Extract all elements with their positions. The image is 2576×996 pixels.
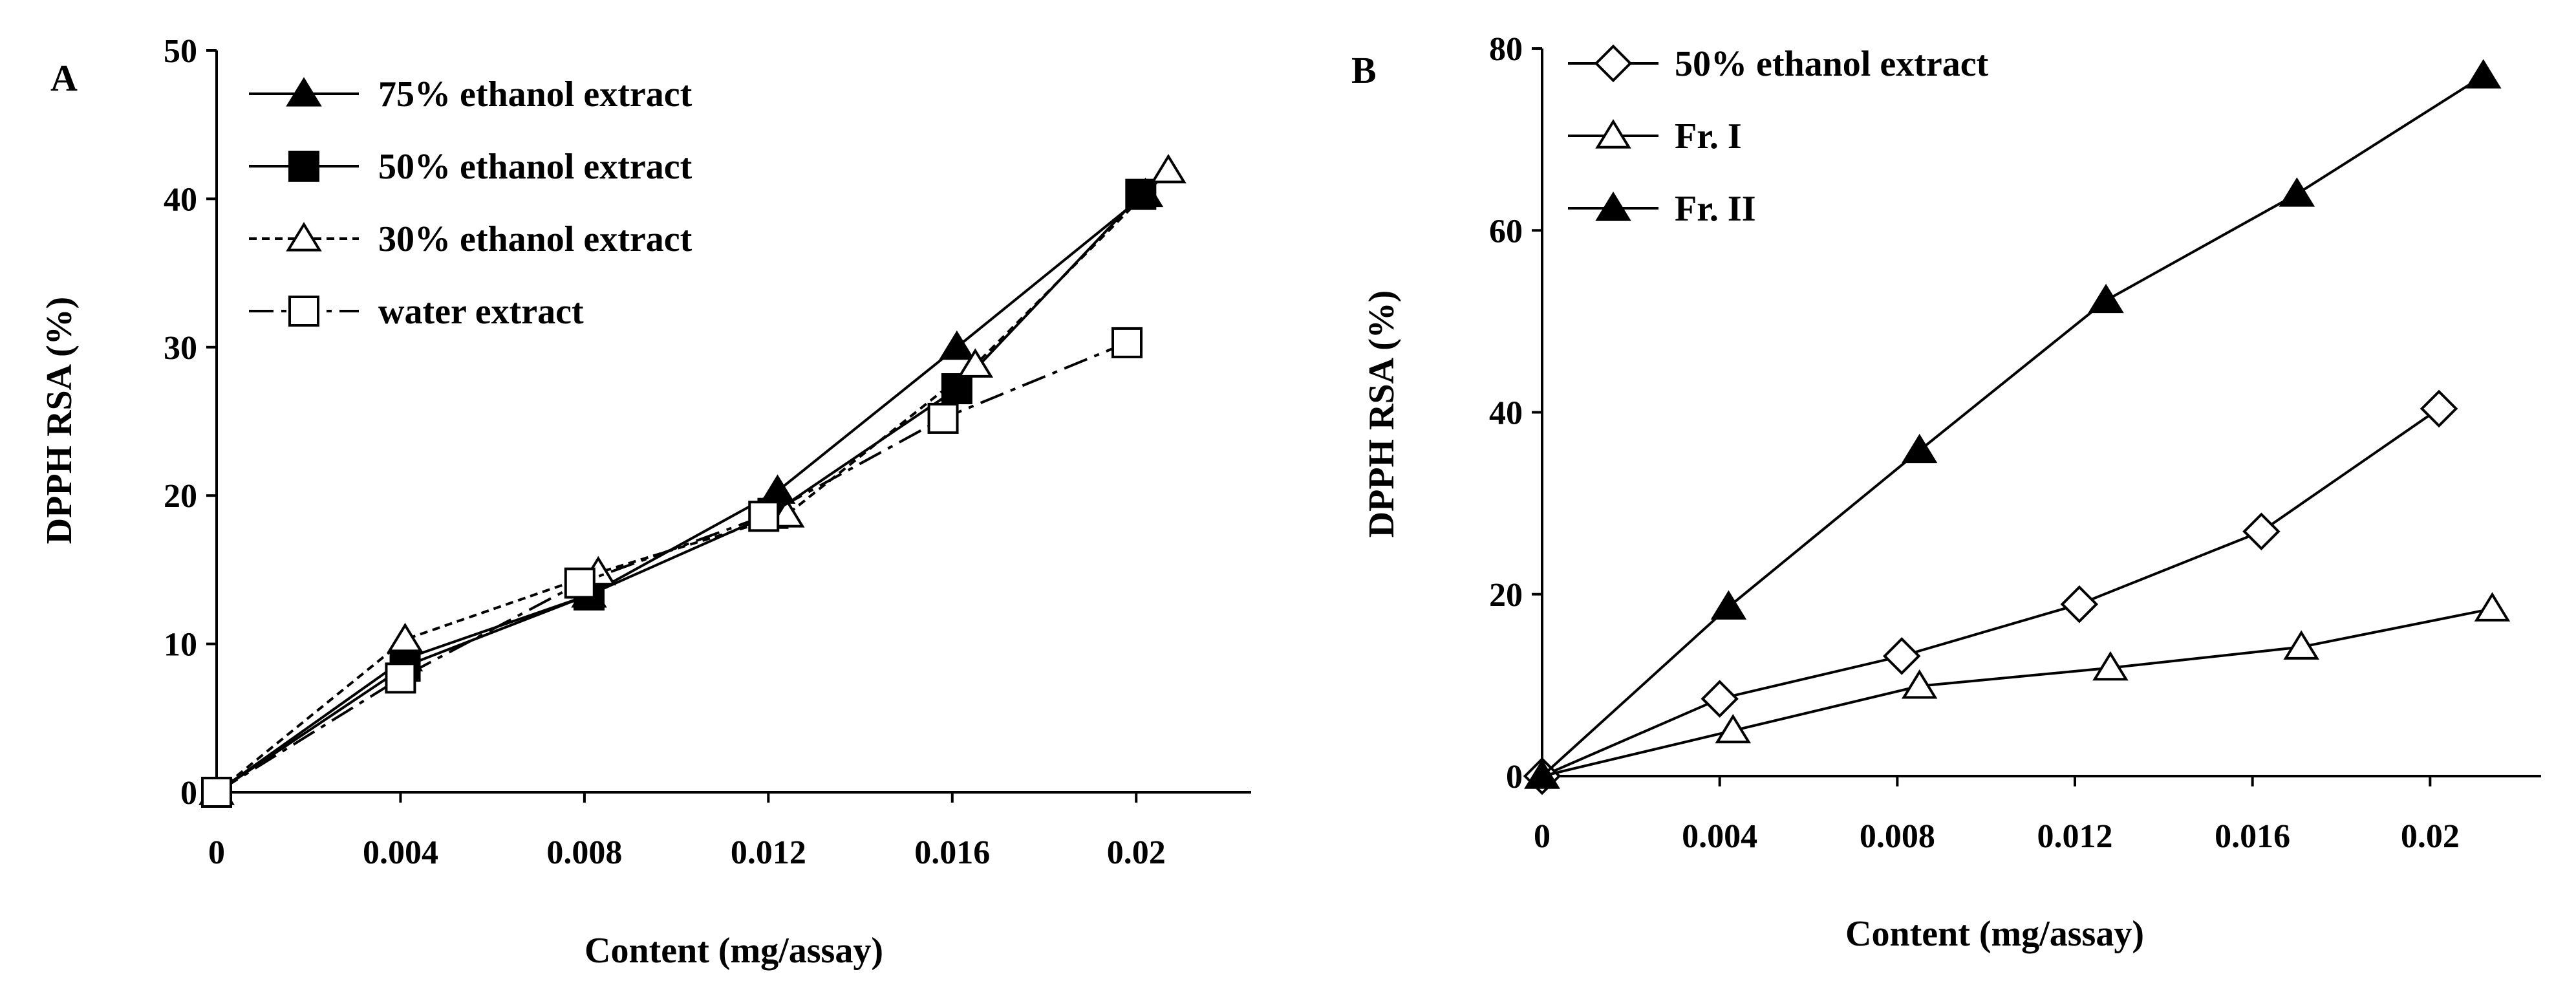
data-point [927,402,959,434]
y-tick-label: 40 [1489,395,1523,432]
series-line [1541,607,2493,777]
panel-letter: B [1351,49,1377,91]
data-point [387,622,424,653]
y-axis-title: DPPH RSA (%) [1362,290,1402,538]
data-point [2279,177,2315,207]
data-point [2420,389,2458,428]
x-tick-label: 0.016 [2215,818,2290,855]
panel-letter: A [50,57,78,99]
x-axis-title: Content (mg/assay) [1845,914,2144,954]
data-point [1150,153,1186,184]
y-tick-label: 40 [164,181,197,218]
legend-marker [1594,44,1633,83]
legend-marker [286,77,322,107]
data-point [201,777,232,808]
legend-label: 30% ethanol extract [378,219,692,259]
data-point [385,662,416,694]
x-tick-label: 0.016 [914,834,990,871]
y-tick-label: 60 [1489,213,1523,250]
data-point [2060,585,2099,623]
x-tick-label: 0.008 [546,834,622,871]
legend-label: 75% ethanol extract [378,74,692,114]
x-axis-title: Content (mg/assay) [585,931,883,971]
data-point [1901,669,1938,699]
data-point [2088,283,2124,314]
x-tick-label: 0 [1534,818,1551,855]
x-tick-label: 0 [208,834,225,871]
series-line [1541,407,2440,777]
data-point [1901,433,1938,464]
y-tick-label: 0 [180,775,197,812]
y-tick-label: 50 [164,33,197,70]
legend-marker [1595,119,1631,149]
legend-marker [286,222,322,252]
data-point [2092,651,2129,681]
data-point [564,567,596,599]
data-point [1882,637,1921,675]
x-tick-label: 0.02 [2401,818,2460,855]
legend-label: 50% ethanol extract [378,147,692,187]
data-point [2242,512,2281,550]
x-tick-label: 0.008 [1860,818,1935,855]
data-point [1111,327,1143,358]
panel-a: 0 10 20 30 40 50 0 0.004 0.008 0.012 0.016 0.02 Cont… [39,33,1251,971]
data-point [939,330,975,360]
y-tick-label: 0 [1506,759,1523,796]
series-line [215,169,1170,794]
data-point [2283,630,2319,660]
data-point [1524,759,1560,789]
y-tick-label: 80 [1489,31,1523,68]
data-point [957,348,994,378]
data-point [748,501,780,532]
data-point [941,373,972,405]
legend-marker [288,151,319,182]
data-point [1715,713,1752,744]
legend-label: Fr. I [1675,116,1742,157]
y-tick-label: 30 [164,330,197,367]
y-axis-title: DPPH RSA (%) [39,297,80,545]
legend-label: water extract [378,292,584,332]
legend-marker [288,296,319,327]
y-tick-label: 10 [164,627,197,664]
legend-marker [1595,191,1631,221]
x-tick-label: 0.012 [731,834,806,871]
y-tick-label: 20 [1489,577,1523,614]
series-line [215,341,1128,794]
y-tick-label: 20 [164,478,197,515]
data-point [1710,590,1747,620]
data-point [1125,179,1157,210]
legend-label: Fr. II [1675,189,1756,229]
x-tick-label: 0.004 [363,834,438,871]
x-tick-label: 0.02 [1107,834,1166,871]
panel-b: 0 20 40 60 80 0 0.004 0.008 0.012 0.016 0.02 Conten… [1351,31,2541,954]
series-line [1541,74,2484,777]
data-point [1701,680,1739,718]
data-point [2465,59,2502,89]
legend-label: 50% ethanol extract [1675,44,1989,84]
data-point [2474,592,2511,622]
series-line [215,193,1142,794]
series-line [215,193,1146,794]
x-tick-label: 0.004 [1682,818,1757,855]
x-tick-label: 0.012 [2037,818,2113,855]
